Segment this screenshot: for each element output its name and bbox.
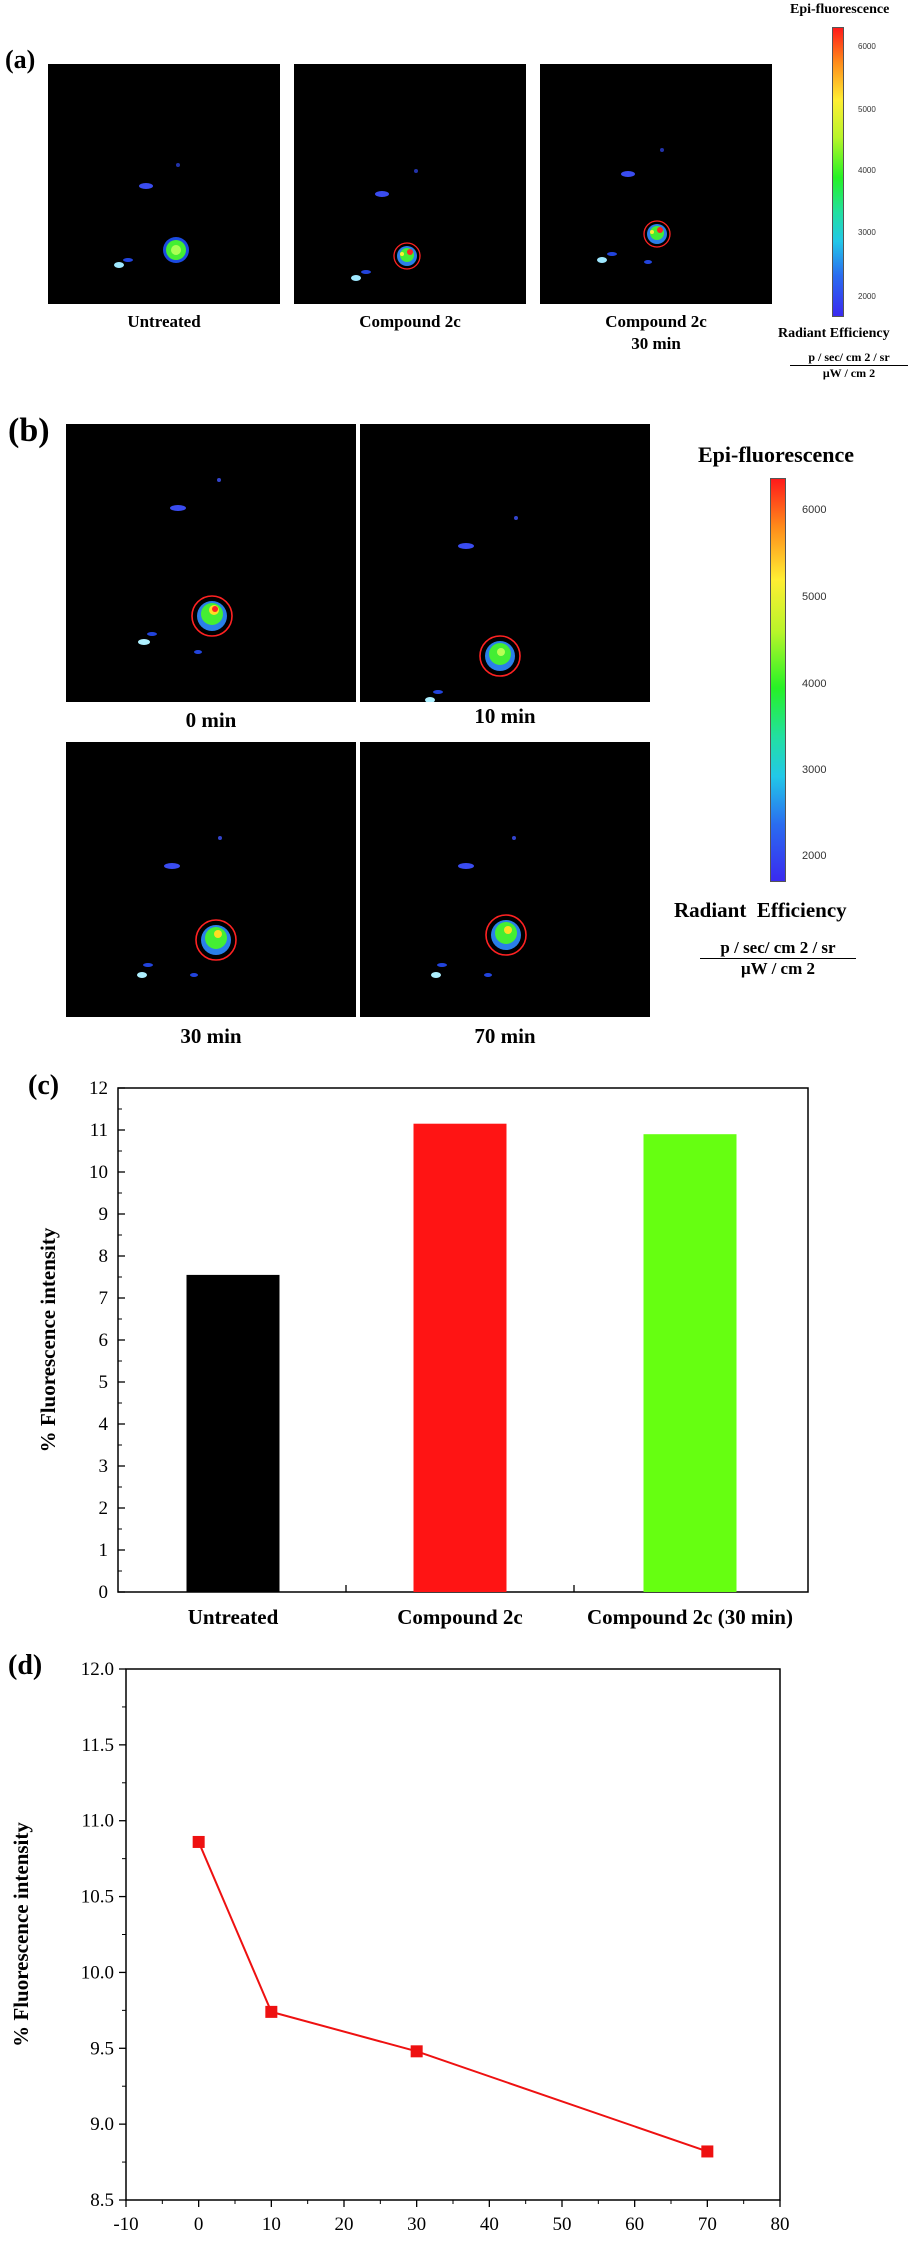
panel-a-colorbar-tick: 3000 (858, 228, 876, 237)
panel-b-caption-30min: 30 min (180, 1024, 242, 1048)
y-tick-label: 11.5 (81, 1735, 114, 1756)
panel-a-unit-denominator: μW / cm 2 (822, 366, 876, 380)
bar (186, 1274, 280, 1592)
panel-b-image-10min (360, 424, 650, 702)
panel-a-colorbar-title: Epi-fluorescence (790, 2, 890, 17)
bar (413, 1123, 507, 1592)
panel-b-colorbar-tick: 3000 (802, 764, 827, 776)
panel-a-colorbar (832, 27, 844, 317)
y-tick-label: 11 (90, 1120, 108, 1141)
panel-a-colorbar-tick: 2000 (858, 292, 876, 301)
x-tick-label: 10 (262, 2214, 281, 2235)
x-tick-label: 60 (625, 2214, 644, 2235)
panel-a-caption-compound-30min-line1: Compound 2c (605, 312, 707, 331)
data-point (410, 2045, 423, 2058)
y-tick-label: 4 (99, 1414, 109, 1435)
panel-b-image-0min (66, 424, 356, 702)
panel-b-colorbar-tick: 5000 (802, 591, 827, 603)
x-tick-label: 30 (407, 2214, 426, 2235)
panel-b-unit-fraction: p / sec/ cm 2 / sr μW / cm 2 (700, 938, 856, 979)
panel-b-colorbar (770, 478, 786, 882)
panel-b-unit-title: Radiant Efficiency (674, 898, 847, 922)
panel-a-unit-title: Radiant Efficiency (778, 326, 890, 341)
y-tick-label: 2 (99, 1498, 109, 1519)
y-tick-label: 5 (99, 1372, 109, 1393)
panel-a-colorbar-tick: 6000 (858, 42, 876, 51)
y-tick-label: 0 (99, 1582, 109, 1603)
x-tick-label: 0 (194, 2214, 204, 2235)
x-tick-label: 20 (335, 2214, 354, 2235)
panel-a-image-compound (294, 64, 526, 304)
panel-b-colorbar-tick: 6000 (802, 504, 827, 516)
panel-a-image-untreated (48, 64, 280, 304)
panel-b-label: (b) (8, 412, 50, 449)
panel-c-label: (c) (28, 1070, 60, 1101)
y-tick-label: 10.5 (81, 1887, 114, 1908)
x-tick-label: 40 (480, 2214, 499, 2235)
y-tick-label: 3 (99, 1456, 109, 1477)
x-tick-label: Compound 2c (397, 1605, 522, 1629)
panel-b-unit-numerator: p / sec/ cm 2 / sr (700, 938, 856, 959)
panel-b-colorbar-title: Epi-fluorescence (698, 442, 855, 467)
line-chart: 8.5 9.0 9.5 10.0 10.5 11.0 11.5 12.0 -10 0 10 20 30 4… (9, 1659, 790, 2235)
panel-b-colorbar-tick: 2000 (802, 850, 827, 862)
y-tick-label: 9.5 (90, 2038, 114, 2059)
series-line (197, 1841, 708, 2153)
y-tick-label: 6 (99, 1330, 109, 1351)
x-tick-label: 50 (553, 2214, 572, 2235)
y-tick-label: 8 (99, 1246, 109, 1267)
panel-a-unit-numerator: p / sec/ cm 2 / sr (790, 350, 908, 366)
x-tick-label: -10 (113, 2214, 138, 2235)
y-tick-label: 11.0 (81, 1811, 114, 1832)
panel-b-colorbar-tick: 4000 (802, 678, 827, 690)
y-tick-label: 12 (89, 1078, 108, 1099)
y-tick-label: 9 (99, 1204, 109, 1225)
y-axis-label: % Fluorescence intensity (9, 1822, 33, 2047)
y-tick-label: 7 (99, 1288, 109, 1309)
data-point (192, 1835, 205, 1848)
panel-a-colorbar-tick: 4000 (858, 166, 876, 175)
y-tick-label: 10 (89, 1162, 108, 1183)
panel-a-label: (a) (5, 45, 36, 74)
y-tick-label: 1 (99, 1540, 109, 1561)
x-tick-label: 80 (771, 2214, 790, 2235)
panel-b-caption-10min: 10 min (474, 704, 536, 728)
data-point (265, 2005, 278, 2018)
panel-a-image-compound-30min (540, 64, 772, 304)
panel-b-caption-0min: 0 min (185, 708, 237, 732)
panel-a-caption-compound: Compound 2c (359, 312, 461, 331)
x-tick-label: 70 (698, 2214, 717, 2235)
plot-frame (125, 1668, 781, 2201)
x-tick-label: Compound 2c (30 min) (587, 1605, 793, 1629)
y-tick-label: 12.0 (81, 1659, 114, 1680)
y-tick-label: 9.0 (90, 2114, 114, 2135)
panel-b-image-70min (360, 742, 650, 1017)
panel-a-unit-fraction: p / sec/ cm 2 / sr μW / cm 2 (790, 350, 908, 381)
panel-a-caption-compound-30min-line2: 30 min (631, 334, 681, 353)
panel-a-colorbar-tick: 5000 (858, 105, 876, 114)
panel-a-caption-untreated: Untreated (127, 312, 201, 331)
y-tick-label: 8.5 (90, 2190, 114, 2211)
y-axis-label: % Fluorescence intensity (36, 1227, 60, 1452)
panel-b-image-30min (66, 742, 356, 1017)
y-tick-label: 10.0 (81, 1962, 114, 1983)
bar (643, 1134, 737, 1592)
x-tick-label: Untreated (188, 1605, 279, 1629)
panel-b-unit-denominator: μW / cm 2 (740, 959, 815, 978)
panel-d-label: (d) (8, 1650, 43, 1681)
data-point (701, 2145, 714, 2158)
panel-b-caption-70min: 70 min (474, 1024, 536, 1048)
